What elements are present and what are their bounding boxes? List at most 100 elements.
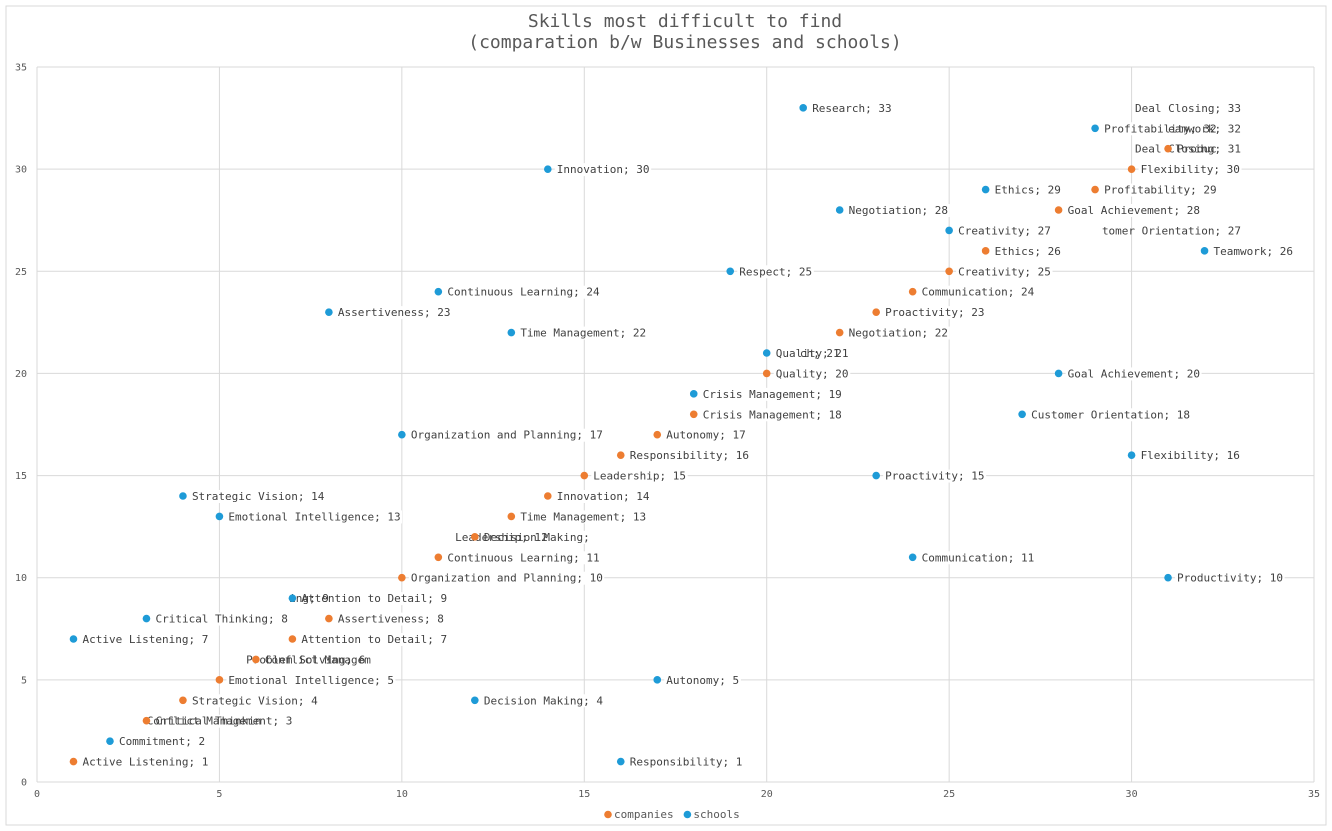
data-point-schools xyxy=(1127,451,1136,459)
data-label-bg xyxy=(445,285,602,299)
legend-label-schools: schools xyxy=(693,808,739,821)
data-label: Decision Making; xyxy=(484,531,590,544)
data-label: ing; 9 xyxy=(289,592,329,605)
data-label-bg xyxy=(189,694,320,708)
data-point-companies xyxy=(69,757,78,766)
data-label: Time Management; 13 xyxy=(520,510,646,523)
data-label: Ethics; 26 xyxy=(995,245,1061,258)
data-label: Attention to Detail; 9 xyxy=(301,592,447,605)
data-point-companies xyxy=(288,635,297,643)
axis-tick-labels: 0 5 10 15 20 25 30 35 0 5 10 15 20 25 30 35 xyxy=(15,63,1320,801)
data-label: Assertiveness; 8 xyxy=(338,613,444,626)
data-label: Emotional Intelligence; 13 xyxy=(228,510,400,523)
data-label-bg xyxy=(1102,183,1219,197)
data-point-schools xyxy=(1200,247,1209,255)
data-point-companies xyxy=(252,655,260,664)
data-point-companies xyxy=(835,328,844,337)
data-label-bg xyxy=(1029,408,1192,422)
y-tick-label: 35 xyxy=(15,63,27,74)
data-label: Leadership; 15 xyxy=(593,470,686,483)
legend-label-companies: companies xyxy=(614,808,674,821)
data-point-companies xyxy=(1054,206,1063,214)
data-point-schools xyxy=(762,349,771,357)
data-point-schools xyxy=(908,553,917,562)
data-label-bg xyxy=(773,367,851,381)
data-point-companies xyxy=(872,308,880,316)
data-point-companies xyxy=(945,267,953,276)
data-label: Critical Thinking; 8 xyxy=(155,613,287,626)
data-label: Leadership; 12 xyxy=(455,531,548,544)
data-label: Continuous Learning; 11 xyxy=(447,551,599,564)
data-label-bg xyxy=(226,673,396,687)
data-label: Crisis Management; 19 xyxy=(703,388,842,401)
data-label-bg xyxy=(1138,163,1242,177)
data-point-companies xyxy=(653,430,662,439)
data-label-bg xyxy=(883,306,987,320)
data-label: Communication; 11 xyxy=(922,551,1035,564)
data-label-bg xyxy=(1065,204,1202,217)
data-label: Goal Achievement; 20 xyxy=(1068,367,1200,380)
data-label-bg xyxy=(1065,367,1202,381)
data-label: Autonomy; 5 xyxy=(666,674,739,687)
data-label: Strategic Vision; 14 xyxy=(192,490,325,503)
data-label-bg xyxy=(1175,142,1219,156)
data-label: Time Management; 22 xyxy=(520,327,646,340)
data-label-bg xyxy=(445,551,602,565)
data-label-bg xyxy=(773,347,851,360)
data-point-schools xyxy=(616,757,625,766)
data-point-companies xyxy=(215,676,224,684)
data-label: eamwork; 32 xyxy=(1168,122,1241,135)
y-tick-label: 0 xyxy=(21,778,27,789)
data-label: Profitability; 29 xyxy=(1104,184,1217,197)
data-point-schools xyxy=(507,328,516,337)
data-label: Customer Orientation; 18 xyxy=(1031,408,1190,421)
data-label-bg xyxy=(883,469,987,483)
data-label-bg xyxy=(1175,571,1285,585)
data-label: ch; 21 xyxy=(800,347,840,360)
data-label-bg xyxy=(226,510,403,524)
data-label-bg xyxy=(627,755,744,769)
data-label: Ethics; 29 xyxy=(995,184,1061,197)
data-label: Commitment; 2 xyxy=(119,735,205,748)
data-point-schools xyxy=(325,308,333,316)
y-tick-label: 20 xyxy=(15,369,27,380)
data-label-bg xyxy=(956,265,1053,279)
data-label-bg xyxy=(1102,122,1219,136)
data-point-schools xyxy=(471,696,479,705)
data-label-bg xyxy=(189,490,326,503)
data-point-schools xyxy=(106,737,114,745)
y-tick-label: 10 xyxy=(15,573,27,584)
data-label-bg xyxy=(664,673,741,687)
data-label-bg xyxy=(335,306,453,320)
data-label-bg xyxy=(737,265,814,279)
data-label-bg xyxy=(846,204,950,217)
data-label-bg xyxy=(116,735,207,749)
data-label: Strategic Vision; 4 xyxy=(192,694,318,707)
data-point-schools xyxy=(1164,573,1172,582)
x-tick-label: 25 xyxy=(943,789,955,800)
data-point-schools xyxy=(1091,124,1099,133)
data-label: Goal Achievement; 28 xyxy=(1068,204,1200,217)
chart-title-line-1: Skills most difficult to find xyxy=(528,11,842,32)
data-point-companies xyxy=(1164,144,1172,153)
data-point-schools xyxy=(215,512,224,521)
data-label: Deal Closing; 31 xyxy=(1135,143,1241,156)
data-point-schools xyxy=(1018,410,1026,419)
data-label-bg xyxy=(1211,244,1295,258)
data-label: Decision Making; 4 xyxy=(484,694,604,707)
data-label: Emotional Intelligence; 5 xyxy=(228,674,394,687)
data-label: Autonomy; 17 xyxy=(666,429,745,442)
data-point-companies xyxy=(1091,185,1099,194)
data-point-schools xyxy=(872,471,880,480)
data-label: Research; 33 xyxy=(812,102,891,115)
data-point-schools xyxy=(689,390,698,398)
data-label: Produc xyxy=(1177,143,1217,156)
x-tick-label: 20 xyxy=(761,789,773,800)
data-label: Respect; 25 xyxy=(739,265,812,278)
data-label: Continuous Learning; 24 xyxy=(447,286,600,299)
data-label-bg xyxy=(810,101,894,115)
data-label: Crisis Management; 18 xyxy=(703,408,842,421)
data-point-schools xyxy=(69,635,78,643)
data-label-bg xyxy=(700,408,844,422)
data-label: Critical Thinkin xyxy=(155,715,261,728)
